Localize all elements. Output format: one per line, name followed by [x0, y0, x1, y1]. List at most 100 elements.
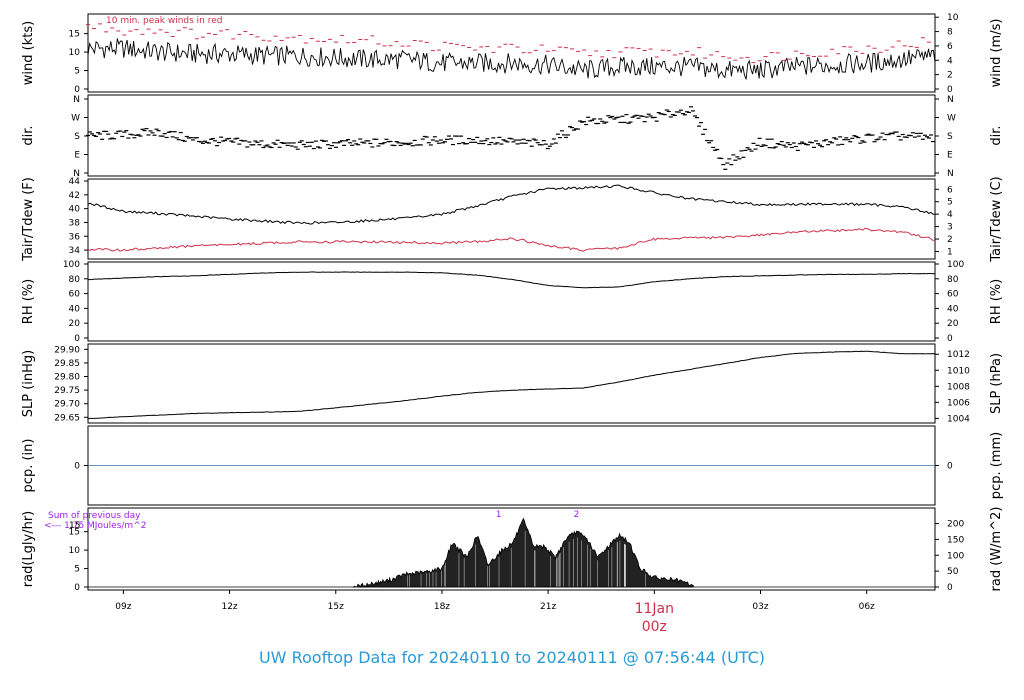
ylabel-right-rh: RH (%) [989, 279, 1004, 324]
ytick-label-left-wind: 5 [74, 67, 80, 77]
ytick-label-left-rad: 5 [74, 565, 80, 575]
ytick-label-right-rad: 50 [947, 567, 959, 577]
ytick-label-right-rad: 100 [947, 551, 964, 561]
ytick-label-right-temp: 3 [947, 223, 953, 233]
ytick-label-left-dir: W [71, 114, 80, 124]
series-line-SLP [87, 350, 936, 420]
ylabel-right-temp: Tair/Tdew (C) [989, 176, 1004, 262]
panel-frame-temp [87, 178, 936, 260]
ylabel-left-rh: RH (%) [21, 279, 36, 324]
ylabel-left-slp: SLP (inHg) [21, 350, 36, 418]
ytick-label-left-pcp: 0 [74, 462, 80, 472]
day-label: 11Jan [635, 601, 674, 617]
ylabel-left-dir: dir. [21, 125, 36, 145]
ylabel-right-slp: SLP (hPa) [989, 353, 1004, 414]
ytick-label-right-temp: 5 [947, 198, 953, 208]
ytick-label-left-slp: 29.70 [54, 400, 80, 410]
day-sub-label: 00z [642, 619, 667, 635]
ytick-label-left-temp: 44 [69, 177, 81, 187]
ytick-label-left-rh: 60 [69, 290, 81, 300]
xtick-label: 15z [328, 602, 344, 612]
ytick-label-right-rh: 80 [947, 275, 959, 285]
ytick-label-left-slp: 29.80 [54, 373, 80, 383]
ytick-label-left-rh: 40 [69, 304, 81, 314]
ytick-label-right-rad: 150 [947, 535, 964, 545]
ytick-label-right-slp: 1012 [947, 350, 970, 360]
xtick-label: 06z [859, 602, 875, 612]
ytick-label-right-dir: E [947, 151, 953, 161]
panel-frame-rh [87, 261, 936, 342]
ytick-label-right-temp: 6 [947, 185, 953, 195]
ytick-label-left-rad: 10 [69, 546, 81, 556]
ylabel-left-wind: wind (kts) [21, 21, 36, 85]
series-line-Tair [87, 184, 936, 225]
ytick-label-left-dir: N [73, 95, 80, 105]
ytick-label-right-slp: 1010 [947, 366, 970, 376]
ylabel-left-rad: rad(Lgly/hr) [21, 511, 36, 587]
ytick-label-left-temp: 42 [69, 191, 80, 201]
xtick-label: 09z [115, 602, 131, 612]
ytick-label-left-wind: 10 [69, 48, 81, 58]
ytick-label-left-temp: 34 [69, 246, 81, 256]
ytick-label-left-dir: E [74, 151, 80, 161]
ytick-label-left-temp: 40 [69, 205, 81, 215]
ytick-label-left-slp: 29.90 [54, 345, 80, 355]
ylabel-left-pcp: pcp. (in) [21, 439, 36, 493]
ytick-label-right-pcp: 0 [947, 462, 953, 472]
ytick-label-right-rh: 20 [947, 319, 959, 329]
ytick-label-right-temp: 4 [947, 210, 953, 220]
series-area-rad [352, 517, 694, 588]
ytick-label-right-dir: S [947, 132, 953, 142]
rad-marker-1: 1 [496, 510, 502, 520]
xtick-label: 12z [221, 602, 237, 612]
ylabel-left-temp: Tair/Tdew (F) [21, 177, 36, 262]
ytick-label-right-rh: 40 [947, 304, 959, 314]
ytick-label-right-wind: 2 [947, 71, 953, 81]
series-line-Tdew [87, 227, 936, 252]
ytick-label-right-dir: N [947, 95, 954, 105]
xtick-label: 03z [752, 602, 768, 612]
ytick-label-right-wind: 10 [947, 13, 959, 23]
ytick-label-left-rad: 15 [69, 528, 80, 538]
series-line-RH [87, 271, 936, 289]
ylabel-right-rad: rad (W/m^2) [989, 507, 1004, 592]
ytick-label-right-temp: 2 [947, 235, 953, 245]
panel-frame-dir [87, 94, 936, 177]
ytick-label-left-wind: 15 [69, 30, 80, 40]
footer-title: UW Rooftop Data for 20240110 to 20240111… [258, 648, 766, 667]
ytick-label-right-slp: 1004 [947, 414, 970, 424]
ytick-label-right-rad: 0 [947, 583, 953, 593]
ytick-label-right-slp: 1006 [947, 398, 970, 408]
ytick-label-right-wind: 4 [947, 56, 953, 66]
ytick-label-left-slp: 29.75 [54, 386, 80, 396]
ytick-label-left-wind: 0 [74, 85, 80, 95]
ytick-label-left-rad: 0 [74, 583, 80, 593]
ytick-label-left-rh: 0 [74, 334, 80, 344]
xtick-label: 21z [540, 602, 556, 612]
panel-frame-rad [87, 507, 936, 591]
ytick-label-right-wind: 6 [947, 42, 953, 52]
ytick-label-right-wind: 8 [947, 28, 953, 38]
ytick-label-right-dir: W [947, 114, 956, 124]
ytick-label-right-temp: 1 [947, 247, 953, 257]
ytick-label-right-slp: 1008 [947, 382, 970, 392]
ytick-label-left-rh: 100 [63, 260, 80, 270]
xtick-label: 18z [434, 602, 450, 612]
ytick-label-left-temp: 36 [69, 232, 81, 242]
ytick-label-left-rh: 20 [69, 319, 81, 329]
ytick-label-right-rh: 100 [947, 260, 964, 270]
ytick-label-left-slp: 29.85 [54, 359, 80, 369]
ytick-label-right-wind: 0 [947, 85, 953, 95]
rad-sum-value: <--- 1.75 MJoules/m^2 [44, 521, 146, 531]
ytick-label-left-rh: 80 [69, 275, 81, 285]
rad-marker-2: 2 [574, 510, 580, 520]
ytick-label-left-dir: S [74, 132, 80, 142]
ytick-label-left-temp: 38 [69, 218, 81, 228]
ytick-label-left-slp: 29.65 [54, 413, 80, 423]
ytick-label-right-rh: 60 [947, 290, 959, 300]
ylabel-right-dir: dir. [989, 125, 1004, 145]
rad-left-value: 15 [69, 521, 80, 531]
ytick-label-right-dir: N [947, 169, 954, 179]
ytick-label-right-rad: 200 [947, 520, 964, 530]
